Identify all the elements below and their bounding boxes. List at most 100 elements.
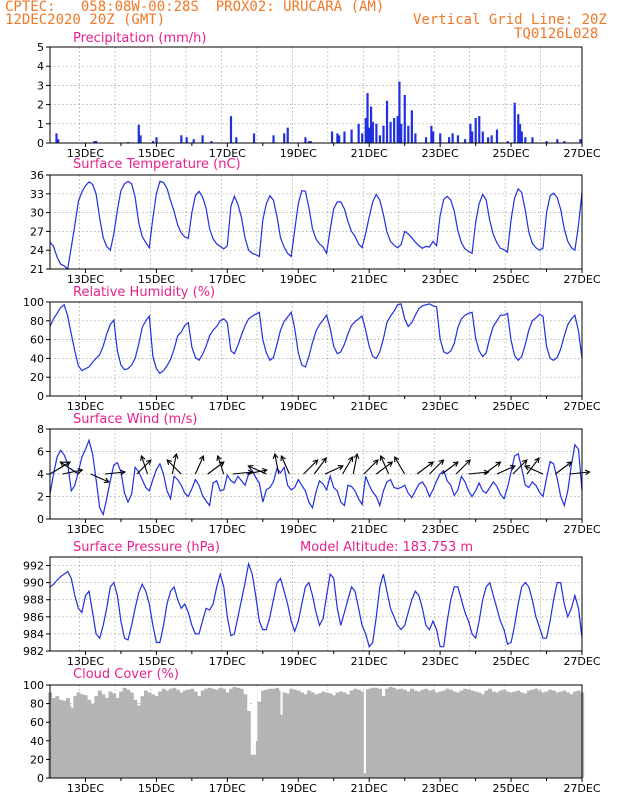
wind-xtick-label: 19DEC xyxy=(280,523,317,536)
precip-bar xyxy=(393,118,396,143)
rh-ytick-label: 40 xyxy=(30,352,44,365)
precip-bar xyxy=(432,131,435,143)
cloud-bar xyxy=(73,696,77,778)
cloud-bar xyxy=(456,692,461,778)
wind-arrow xyxy=(569,471,590,475)
precip-bar xyxy=(518,123,522,143)
cloud-bar xyxy=(346,694,351,778)
precip-bar xyxy=(439,133,442,143)
precip-bar xyxy=(201,135,204,143)
cloud-bar xyxy=(331,695,336,778)
header-date: 12DEC2020 20Z (GMT) xyxy=(5,12,166,28)
cloud-bar xyxy=(534,688,539,778)
temp-ytick-label: 24 xyxy=(30,244,44,257)
precip-bar xyxy=(368,127,371,143)
cloud-bar xyxy=(218,687,223,778)
rh-xtick-label: 21DEC xyxy=(351,400,388,413)
wind-ytick-label: 0 xyxy=(37,513,44,526)
cloud-bar xyxy=(459,690,464,778)
wind-arrow xyxy=(104,471,126,475)
wind-arrow xyxy=(90,473,110,483)
wind-arrow xyxy=(141,455,149,475)
cloud-bar xyxy=(115,698,120,778)
precip-bar xyxy=(336,133,339,143)
cloud-ytick-label: 0 xyxy=(37,772,44,785)
cloud-bar xyxy=(51,698,56,778)
cloud-ytick-label: 100 xyxy=(23,679,44,692)
cloud-bar xyxy=(566,692,570,778)
precip-bar xyxy=(579,139,582,143)
precip-bar xyxy=(371,121,374,143)
wind-arrow xyxy=(324,465,344,475)
precip-bar xyxy=(357,123,360,143)
precip-ytick-label: 2 xyxy=(37,99,44,112)
precip-bar xyxy=(185,137,188,143)
pres-ytick-label: 986 xyxy=(23,611,44,624)
precip-panel: Precipitation (mm/h) 0 1 2 3 4 5 13DEC 15DEC 17DE… xyxy=(37,31,601,160)
rh-xtick-label: 19DEC xyxy=(280,400,317,413)
cloud-bar xyxy=(261,690,265,778)
wind-arrowhead xyxy=(261,467,268,474)
cloud-bar xyxy=(58,699,63,778)
cloud-bar xyxy=(158,691,163,778)
wind-arrowhead xyxy=(523,465,531,471)
cloud-bar xyxy=(562,690,567,778)
cloud-bar xyxy=(154,696,159,778)
cloud-bar xyxy=(516,690,521,778)
precip-bar xyxy=(451,133,454,143)
rh-xtick-label: 15DEC xyxy=(138,400,175,413)
pres-panel: Surface Pressure (hPa) Model Altitude: 18… xyxy=(23,540,601,668)
wind-arrow xyxy=(394,456,406,475)
cloud-bar xyxy=(190,688,195,778)
precip-bar xyxy=(456,135,460,143)
wind-ytick-label: 8 xyxy=(37,423,44,436)
wind-arrow xyxy=(194,455,204,475)
cloud-bar xyxy=(541,692,546,778)
precip-bar xyxy=(506,141,509,143)
temp-ytick-label: 36 xyxy=(30,169,44,182)
cloud-bar xyxy=(140,696,145,778)
precip-bar xyxy=(531,137,534,143)
pres-ytick-label: 988 xyxy=(23,594,44,607)
precip-xtick-label: 21DEC xyxy=(351,147,388,160)
precip-bar xyxy=(517,114,520,143)
cloud-bar xyxy=(193,691,198,778)
wind-arrowhead xyxy=(280,454,286,462)
precip-bar xyxy=(286,127,289,143)
precip-bar xyxy=(385,100,389,143)
cloud-bar xyxy=(119,691,124,778)
wind-arrowhead xyxy=(372,459,379,465)
cloud-bar xyxy=(285,693,290,778)
cloud-bar xyxy=(399,688,404,778)
wind-arrowhead xyxy=(140,454,146,461)
cloud-bar xyxy=(505,691,510,778)
pres-frame xyxy=(49,556,583,652)
rh-title: Relative Humidity (%) xyxy=(73,285,215,300)
precip-bar xyxy=(93,141,96,143)
cloud-bar xyxy=(480,694,485,778)
rh-ytick-label: 100 xyxy=(23,296,44,309)
wind-arrow xyxy=(49,461,71,475)
wind-arrowhead xyxy=(145,459,152,465)
cloud-xtick-label: 27DEC xyxy=(563,782,600,795)
wind-xtick-label: 25DEC xyxy=(493,523,530,536)
cloud-bar xyxy=(246,711,251,778)
rh-frame xyxy=(49,301,583,397)
wind-xtick-label: 17DEC xyxy=(209,523,246,536)
cloud-bar xyxy=(498,690,503,778)
wind-arrowhead xyxy=(64,461,71,467)
pres-ytick-label: 992 xyxy=(23,560,44,573)
cloud-bar xyxy=(388,686,393,778)
cloud-bar xyxy=(356,689,361,778)
precip-title: Precipitation (mm/h) xyxy=(73,31,206,46)
cloud-bar xyxy=(409,688,414,778)
precip-bar xyxy=(272,135,275,143)
rh-xtick-label: 27DEC xyxy=(563,400,600,413)
precip-bar xyxy=(389,121,392,143)
cloud-bar xyxy=(385,688,390,778)
pres-xtick-label: 19DEC xyxy=(280,655,317,668)
header: CPTEC: 058:08W-00:28S PROX02: URUCARA (A… xyxy=(0,0,618,45)
wind-arrow xyxy=(60,461,79,475)
cloud-bar xyxy=(449,689,453,778)
precip-ytick-label: 4 xyxy=(37,60,44,73)
